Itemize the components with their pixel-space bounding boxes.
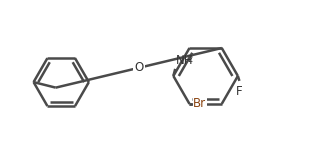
Text: NH: NH (176, 54, 193, 67)
Text: O: O (134, 61, 143, 74)
Text: Br: Br (193, 97, 206, 110)
Text: 2: 2 (187, 55, 193, 64)
Text: F: F (236, 85, 243, 97)
